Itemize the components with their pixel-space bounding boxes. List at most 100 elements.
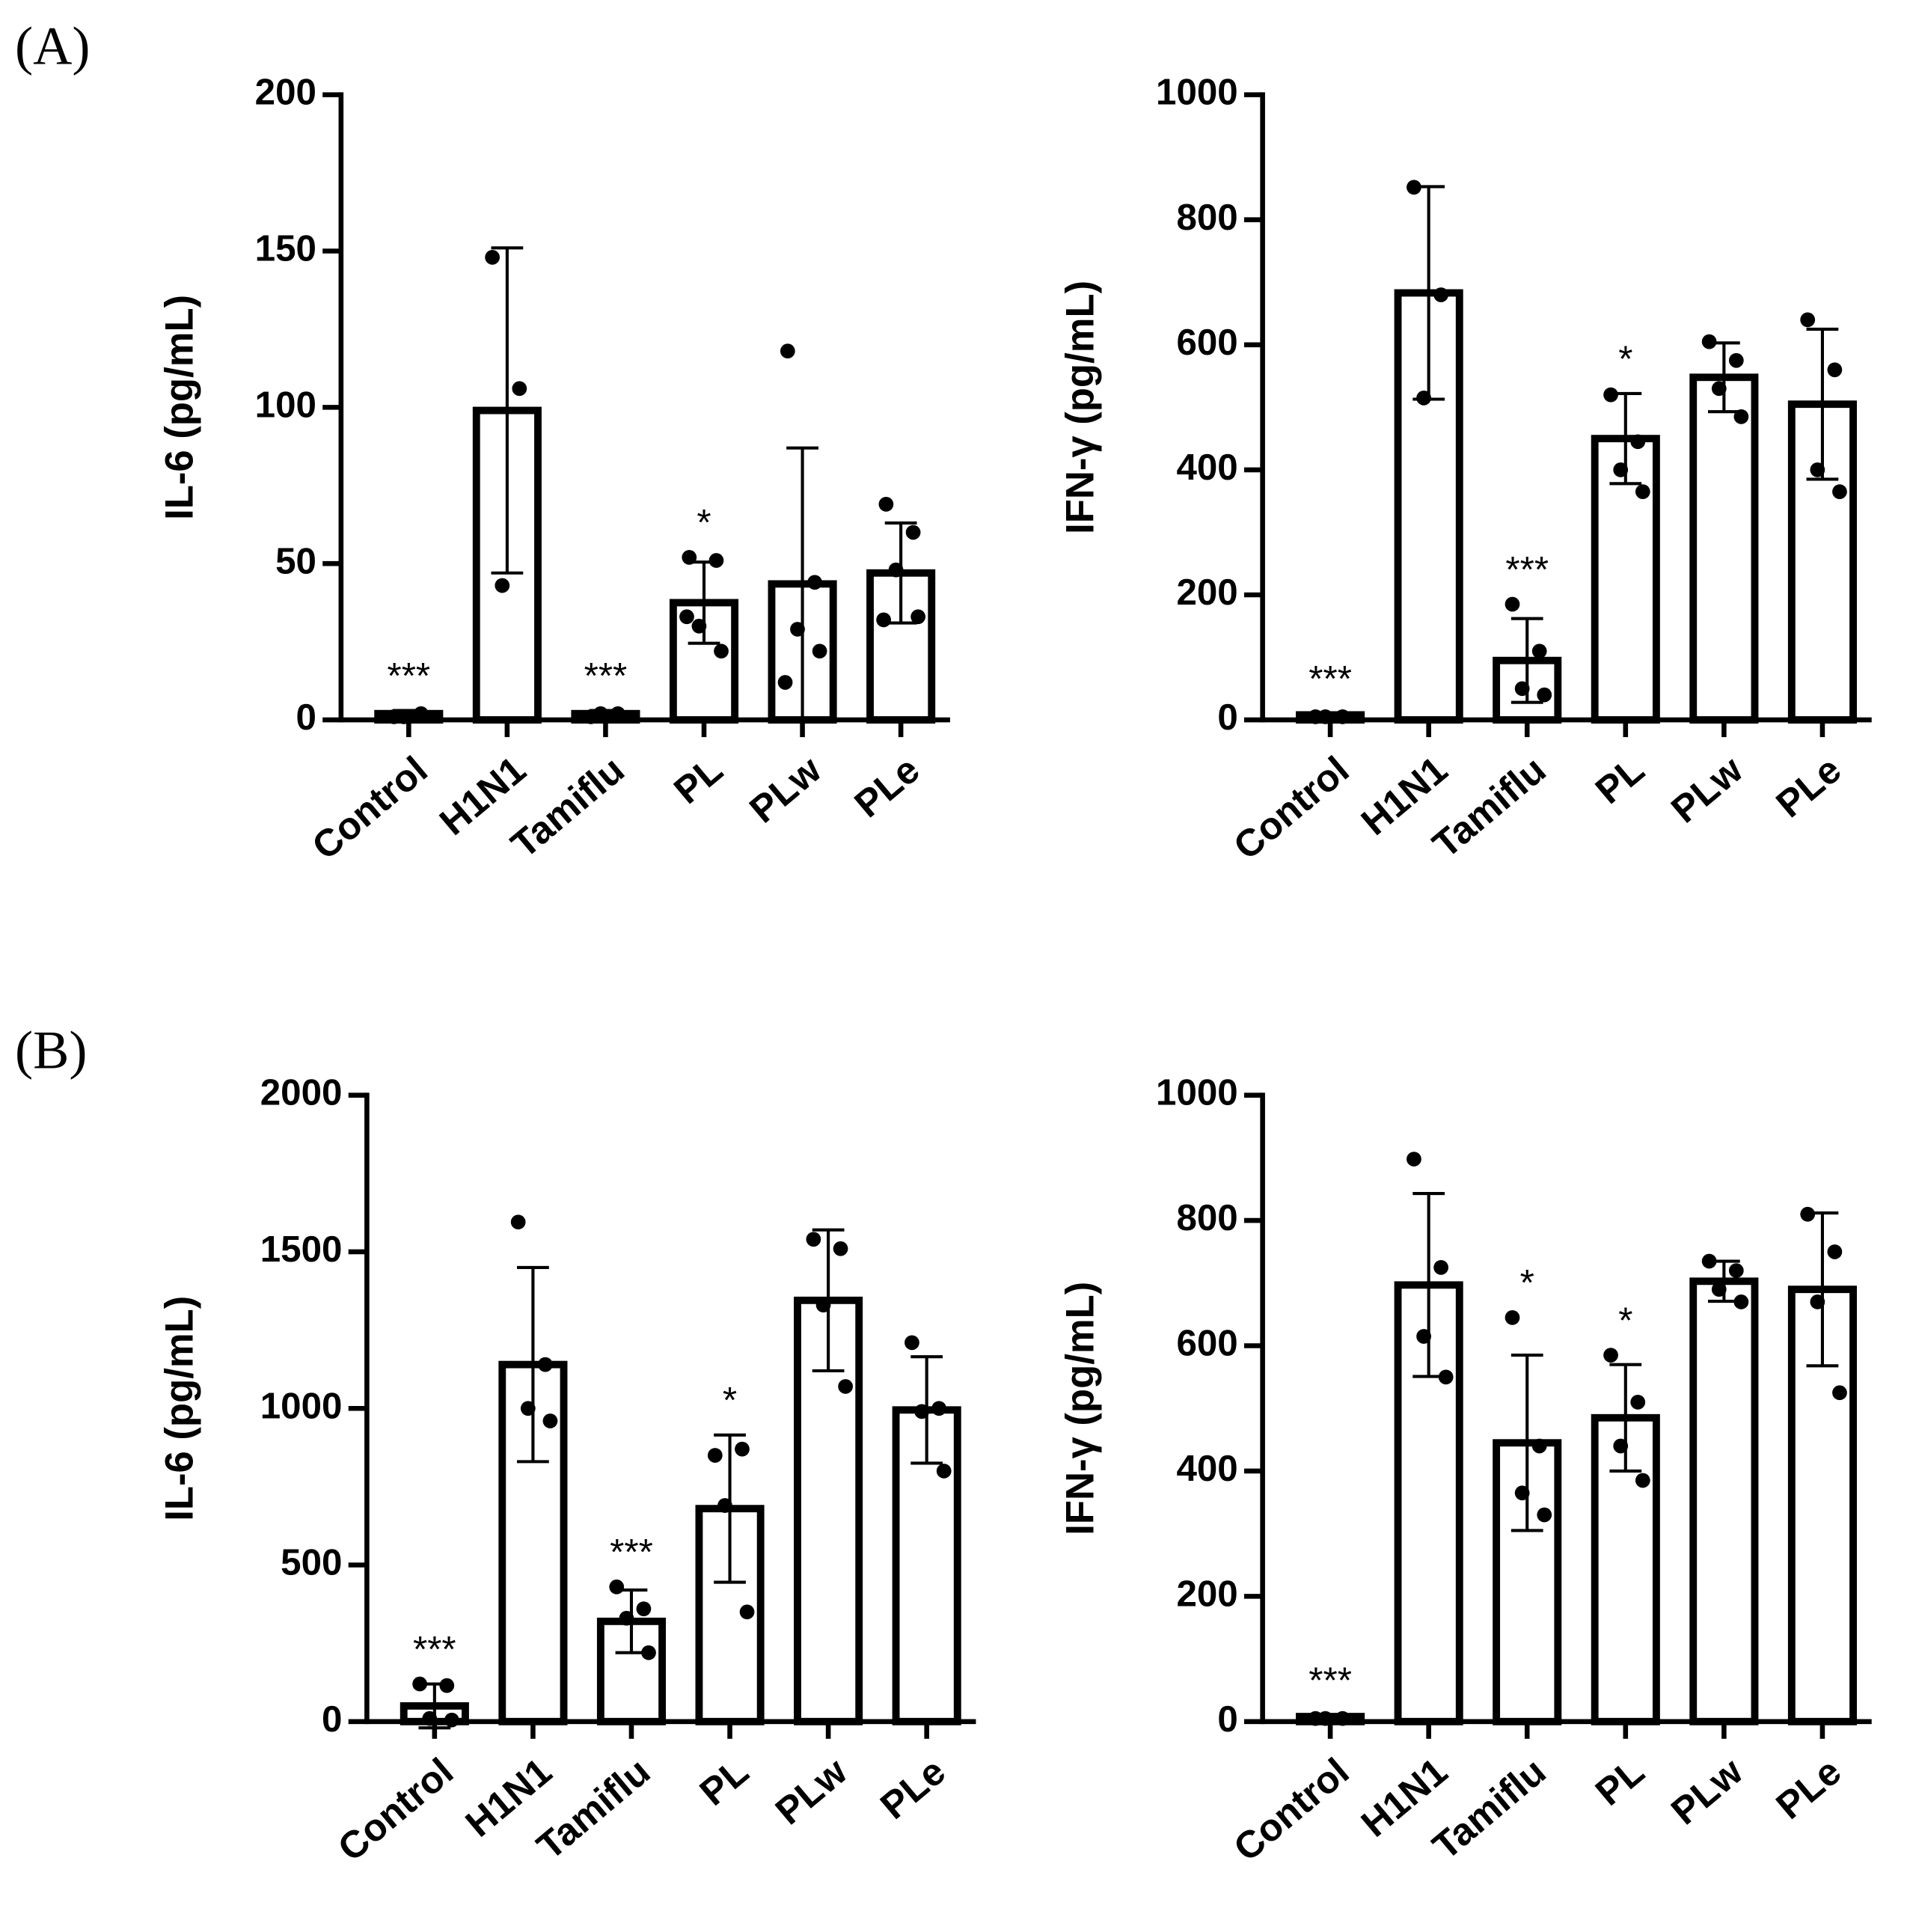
data-point (1613, 1438, 1629, 1454)
data-point (1537, 687, 1552, 703)
y-tick-label: 800 (1176, 1197, 1237, 1238)
y-tick-label: 50 (275, 540, 316, 581)
x-tick-label: PLw (741, 748, 829, 831)
data-point (936, 1464, 952, 1479)
x-tick-label: PLe (872, 1749, 953, 1827)
data-point (1827, 362, 1843, 378)
y-tick-label: 150 (255, 228, 316, 269)
y-axis-title: IL-6 (pg/mL) (158, 295, 202, 520)
y-tick-label: 100 (255, 384, 316, 425)
data-point (739, 1604, 755, 1620)
data-point (537, 1357, 553, 1372)
data-point (910, 609, 926, 625)
data-point (609, 1579, 625, 1595)
data-point (422, 1711, 438, 1726)
y-tick-label: 600 (1176, 1323, 1237, 1364)
y-tick-label: 0 (322, 1699, 342, 1740)
data-point (1603, 387, 1618, 403)
data-point (1810, 1294, 1825, 1309)
data-point (806, 1232, 821, 1247)
y-tick-label: 1000 (260, 1385, 343, 1426)
data-point (641, 1645, 656, 1660)
significance: *** (413, 1629, 456, 1670)
bar (1689, 373, 1759, 724)
data-point (512, 381, 527, 397)
data-point (510, 1214, 526, 1230)
significance: * (1520, 1262, 1534, 1303)
y-tick-label: 0 (1217, 697, 1237, 738)
significance: *** (1505, 549, 1549, 590)
data-point (1335, 1711, 1350, 1726)
bar (794, 1296, 863, 1725)
x-tick-label: Control (330, 1749, 461, 1869)
x-tick-label: Tamiflu (529, 1749, 658, 1868)
y-tick-label: 600 (1176, 322, 1237, 363)
data-point (1800, 312, 1816, 328)
bar (892, 1406, 961, 1725)
x-tick-label: Tamiflu (503, 748, 632, 866)
x-tick-label: PLw (768, 1749, 855, 1832)
x-tick-label: Control (1225, 748, 1356, 868)
significance: * (697, 502, 711, 543)
data-point (1433, 287, 1448, 302)
data-point (807, 575, 822, 590)
data-point (636, 1601, 652, 1616)
data-point (790, 622, 805, 637)
data-point (1701, 334, 1717, 349)
data-point (1832, 484, 1847, 500)
x-tick-label: Tamiflu (1424, 748, 1554, 866)
data-point (1733, 1294, 1749, 1309)
data-point (815, 1297, 831, 1312)
data-point (1630, 1394, 1646, 1410)
data-point (1537, 1507, 1552, 1523)
data-point (708, 553, 724, 568)
y-tick-label: 0 (296, 697, 316, 738)
y-tick-label: 800 (1176, 197, 1237, 238)
significance: * (1618, 338, 1632, 379)
data-point (679, 609, 694, 625)
data-point (1438, 1369, 1454, 1385)
data-point (439, 1678, 455, 1693)
data-point (1728, 1263, 1744, 1278)
significance: *** (610, 1532, 653, 1573)
data-point (610, 706, 625, 721)
data-point (1531, 644, 1547, 659)
x-tick-label: Tamiflu (1424, 1749, 1554, 1868)
data-point (838, 1379, 853, 1394)
significance: *** (1308, 1660, 1352, 1702)
x-tick-label: PLe (1768, 1749, 1849, 1827)
data-point (780, 343, 795, 359)
y-tick-label: 1000 (1156, 72, 1238, 113)
data-point (931, 1401, 946, 1416)
x-tick-label: PLw (1663, 748, 1751, 831)
x-tick-label: Control (304, 748, 435, 868)
x-tick-label: PLe (1768, 748, 1849, 826)
data-point (520, 1401, 536, 1416)
data-point (1733, 409, 1749, 424)
data-point (1701, 1253, 1717, 1269)
data-point (593, 706, 608, 721)
data-point (714, 644, 729, 659)
x-tick-label: PL (691, 1749, 756, 1814)
data-point (444, 1712, 459, 1728)
panel-label: (B) (15, 1021, 87, 1080)
x-tick-label: PLw (1663, 1749, 1751, 1832)
data-point (1810, 462, 1825, 477)
data-point (682, 549, 697, 565)
data-point (878, 496, 894, 512)
data-point (1827, 1244, 1843, 1259)
data-point (888, 562, 904, 578)
data-point (1416, 1329, 1431, 1344)
data-point (1317, 1711, 1333, 1726)
data-point (1407, 1152, 1421, 1167)
data-point (1832, 1385, 1847, 1401)
y-axis-title: IFN-γ (pg/mL) (1058, 281, 1102, 534)
data-point (1335, 709, 1350, 724)
y-tick-label: 2000 (260, 1072, 343, 1113)
data-point (619, 1610, 634, 1626)
y-tick-label: 1000 (1156, 1072, 1238, 1113)
data-point (485, 249, 501, 265)
data-point (1531, 1438, 1547, 1454)
data-point (1433, 1260, 1448, 1275)
significance: *** (388, 655, 431, 697)
